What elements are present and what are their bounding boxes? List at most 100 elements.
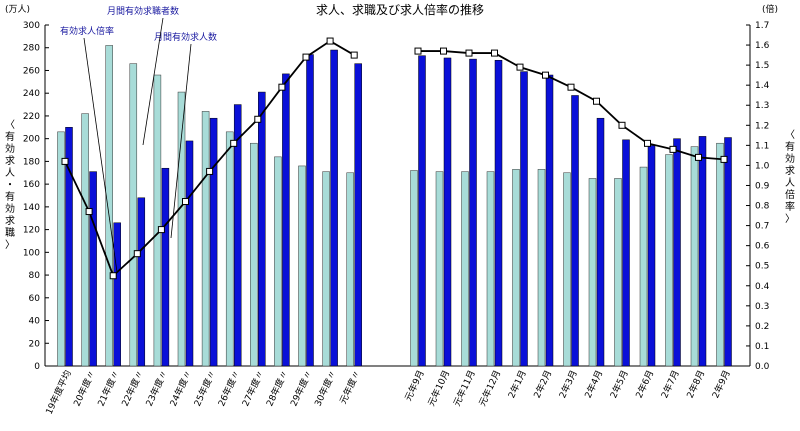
right-tick-label: 0.7 [755, 222, 769, 232]
ratio-point [720, 155, 728, 163]
bar-job-seekers [665, 154, 673, 367]
right-tick-label: 0.2 [755, 322, 769, 332]
x-tick-label: 28年度〃 [263, 368, 290, 408]
bar-job-seekers [201, 111, 210, 367]
ratio-point [230, 139, 238, 147]
bar-job-openings [89, 171, 97, 367]
left-tick-label: 260 [23, 66, 40, 76]
x-tick-label: 25年度〃 [191, 368, 218, 408]
ratio-point [85, 208, 93, 216]
annotation-job-openings: 月間有効求人数 [154, 31, 217, 43]
bar-job-seekers [614, 178, 622, 367]
bar-job-openings [494, 59, 503, 367]
left-unit-label: (万人) [5, 4, 30, 15]
ratio-point [414, 47, 422, 55]
bar-job-seekers [322, 171, 330, 367]
bar-job-openings [622, 139, 630, 367]
bar-job-seekers [81, 113, 89, 367]
bars-group [57, 45, 732, 367]
right-tick-label: 1.5 [755, 61, 769, 71]
bar-job-openings [571, 95, 579, 367]
ratio-point [542, 71, 549, 79]
bar-job-seekers [512, 169, 520, 367]
bar-job-openings [698, 136, 707, 367]
ratio-point [567, 83, 575, 91]
bar-job-openings [443, 57, 452, 367]
bar-job-seekers [435, 171, 444, 367]
bar-job-seekers [537, 169, 546, 367]
right-tick-label: 1.4 [755, 81, 770, 91]
right-tick-label: 0.0 [755, 362, 770, 372]
left-tick-label: 100 [23, 248, 40, 258]
bar-job-openings [354, 63, 362, 367]
left-tick-label: 220 [23, 112, 40, 122]
bar-job-openings [673, 138, 681, 367]
bar-job-openings [258, 91, 266, 367]
right-unit-label: (倍) [762, 3, 778, 15]
left-tick-label: 80 [29, 271, 41, 281]
bar-job-seekers [105, 45, 113, 367]
right-tick-label: 1.2 [755, 121, 769, 131]
right-tick-label: 0.6 [755, 242, 770, 252]
left-axis-ticks: 0 20 40 60 80 100 120 140 160 180 200 220 240 260 280 3… [23, 21, 49, 372]
ratio-point [491, 49, 498, 57]
x-tick-label: 元年度〃 [337, 368, 363, 406]
x-tick-label: 2年8月 [684, 368, 707, 400]
ratio-point [644, 139, 651, 147]
right-tick-label: 0.3 [755, 302, 769, 312]
bar-job-openings [596, 117, 605, 367]
x-tick-label: 21年度〃 [95, 368, 122, 408]
x-tick-label: 26年度〃 [215, 368, 242, 408]
right-tick-label: 0.4 [755, 282, 770, 292]
left-axis-title: 〈有効求人・有効求職〉 [5, 119, 15, 251]
right-vlabel-text: 〈有効求人倍率〉 [785, 129, 795, 225]
bar-job-seekers [588, 178, 597, 367]
left-tick-label: 200 [23, 135, 40, 145]
bar-job-openings [647, 145, 656, 367]
ratio-point [61, 157, 69, 165]
bar-job-openings [520, 71, 528, 367]
ratio-point [440, 47, 447, 55]
ratio-point [695, 153, 702, 161]
x-tick-label: 2年3月 [556, 368, 579, 400]
x-tick-label: 元年11月 [451, 368, 478, 408]
x-tick-label: 2年9月 [709, 368, 732, 400]
x-tick-label: 29年度〃 [288, 368, 315, 408]
annotation-job-seekers: 月間有効求職者数 [107, 5, 179, 17]
x-tick-label: 27年度〃 [239, 368, 266, 408]
ratio-point [302, 53, 310, 61]
annotation-ratio-leader [83, 37, 118, 273]
bar-job-seekers [250, 142, 258, 367]
ratio-point [182, 198, 189, 206]
bar-job-seekers [461, 171, 469, 367]
bar-job-seekers [486, 171, 495, 367]
ratio-point [618, 121, 626, 129]
left-tick-label: 140 [23, 203, 40, 213]
bar-job-seekers [153, 74, 162, 367]
bar-job-openings [330, 49, 338, 367]
ratio-point [133, 250, 141, 258]
annotation-ratio: 有効求人倍率 [60, 25, 114, 37]
ratio-point [669, 145, 677, 153]
right-tick-label: 0.5 [755, 262, 769, 272]
right-axis-ticks: 0.0 0.1 0.2 0.3 0.4 0.5 0.6 0.7 0.8 0.9 1.0 1.1 1.2 1… [746, 21, 770, 372]
right-tick-label: 0.8 [755, 202, 770, 212]
ratio-point [109, 272, 117, 280]
right-axis-title: 〈有効求人倍率〉 [785, 129, 795, 225]
bar-job-seekers [177, 91, 186, 367]
bar-job-seekers [346, 172, 354, 367]
bar-job-openings [306, 54, 314, 367]
ratio-point [157, 226, 165, 234]
bar-job-seekers [690, 146, 699, 367]
right-tick-label: 1.6 [755, 41, 770, 51]
ratio-point [254, 115, 262, 123]
ratio-point [350, 51, 358, 59]
ratio-line-group [61, 37, 728, 280]
bar-job-openings [65, 127, 73, 367]
right-tick-label: 1.3 [755, 101, 769, 111]
left-tick-label: 120 [23, 226, 40, 236]
bar-job-openings [282, 73, 290, 367]
ratio-point [206, 167, 214, 175]
right-tick-label: 1.7 [755, 21, 769, 31]
bar-job-openings [724, 137, 732, 367]
